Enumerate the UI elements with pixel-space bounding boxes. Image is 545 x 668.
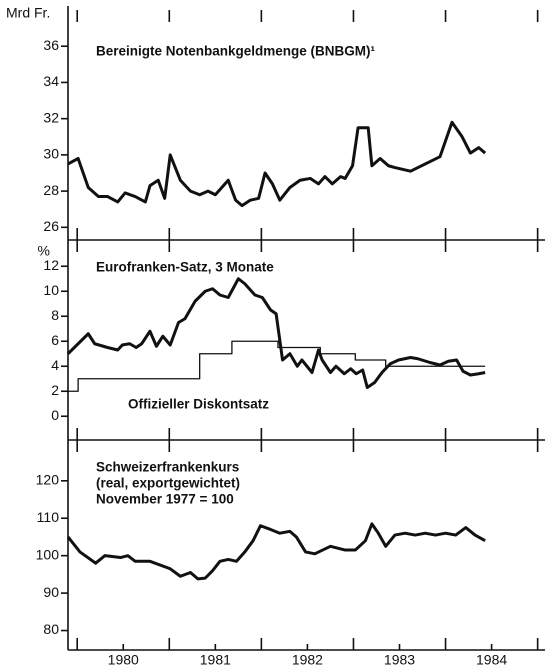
unit-label: Mrd Fr. bbox=[6, 5, 50, 21]
y-tick-label: 10 bbox=[43, 282, 59, 298]
y-tick-label: 2 bbox=[51, 382, 59, 398]
panel-subtitle: November 1977 = 100 bbox=[96, 492, 234, 507]
y-tick-label: 120 bbox=[36, 472, 60, 488]
y-tick-label: 26 bbox=[43, 218, 59, 234]
y-tick-label: 80 bbox=[43, 621, 59, 637]
y-tick-label: 110 bbox=[37, 509, 60, 525]
x-tick-label: 1984 bbox=[476, 652, 507, 668]
y-tick-label: 28 bbox=[43, 182, 59, 198]
panel-title: Schweizerfrankenkurs bbox=[96, 460, 239, 475]
x-tick-label: 1983 bbox=[384, 652, 415, 668]
y-tick-label: 4 bbox=[51, 357, 59, 373]
y-tick-label: 34 bbox=[43, 73, 59, 89]
data-line bbox=[67, 120, 487, 208]
panel-title: Bereinigte Notenbankgeldmenge (BNBGM)¹ bbox=[96, 44, 376, 59]
data-line bbox=[66, 277, 486, 389]
x-tick-label: 1981 bbox=[200, 652, 231, 668]
y-tick-label: 30 bbox=[43, 146, 59, 162]
y-tick-label: 12 bbox=[43, 257, 59, 273]
y-tick-label: 90 bbox=[43, 584, 59, 600]
data-line bbox=[66, 522, 486, 581]
panel-subtitle: (real, exportgewichtet) bbox=[96, 476, 240, 491]
y-tick-label: 8 bbox=[51, 307, 59, 323]
unit-label: % bbox=[38, 243, 50, 259]
y-tick-label: 0 bbox=[51, 407, 59, 423]
y-tick-label: 6 bbox=[51, 332, 59, 348]
data-line bbox=[68, 340, 486, 392]
y-tick-label: 100 bbox=[36, 546, 60, 562]
panel-title: Eurofranken-Satz, 3 Monate bbox=[96, 260, 274, 275]
x-tick-label: 1980 bbox=[108, 652, 139, 668]
y-tick-label: 36 bbox=[43, 37, 59, 53]
x-tick-label: 1982 bbox=[292, 652, 323, 668]
y-tick-label: 32 bbox=[43, 109, 59, 125]
annotation: Offizieller Diskontsatz bbox=[128, 397, 269, 412]
